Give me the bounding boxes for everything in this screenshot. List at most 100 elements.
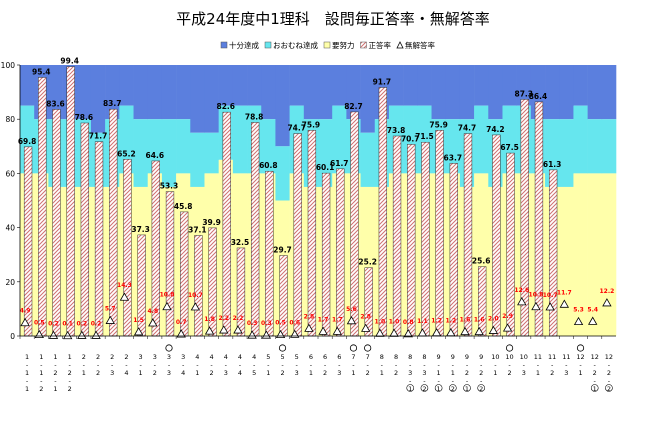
x-category-part: 2 bbox=[508, 369, 512, 377]
x-category-3: 1-2-1 bbox=[48, 336, 58, 393]
nokai-label-2: 0.5 bbox=[34, 320, 45, 327]
bar-seitou-20 bbox=[293, 133, 302, 337]
x-category-sep: - bbox=[267, 361, 270, 369]
nokai-label-33: 1.6 bbox=[474, 317, 485, 324]
x-category-part: 1 bbox=[195, 369, 199, 377]
x-category-sep: - bbox=[523, 361, 526, 369]
circle-mark bbox=[505, 344, 514, 352]
band-junmanzoku bbox=[261, 65, 276, 120]
band-junmanzoku bbox=[176, 65, 191, 120]
band-junmanzoku bbox=[232, 65, 248, 106]
band-ooomune bbox=[474, 105, 489, 174]
value-label-3: 83.6 bbox=[46, 99, 65, 108]
band-ooomune bbox=[360, 132, 376, 187]
band-ooomune bbox=[204, 132, 219, 174]
bar-seitou-6 bbox=[94, 141, 104, 337]
y-tick-label: 60 bbox=[5, 169, 15, 178]
x-category-37: 11-1 bbox=[530, 336, 542, 377]
x-category-sep: - bbox=[324, 361, 327, 369]
nokai-label-14: 1.8 bbox=[204, 316, 215, 323]
x-category-sep: - bbox=[551, 361, 554, 369]
x-category-sep: - bbox=[83, 361, 86, 369]
triangle-mukai-4 bbox=[62, 330, 73, 340]
nokai-label-9: 1.5 bbox=[133, 317, 144, 324]
bar-seitou-15 bbox=[222, 111, 231, 337]
band-junmanzoku bbox=[346, 65, 361, 120]
nokai-label-15: 2.2 bbox=[218, 315, 229, 322]
value-label-24: 82.7 bbox=[344, 102, 363, 111]
triangle-mukai-35 bbox=[502, 323, 513, 332]
x-category-part: 2 bbox=[110, 353, 114, 361]
band-junmanzoku bbox=[445, 65, 461, 120]
x-category-part: 10 bbox=[520, 353, 528, 361]
nokai-label-29: 1.1 bbox=[417, 318, 428, 325]
x-category-2: 1-1-2 bbox=[33, 336, 43, 393]
x-category-part: 1 bbox=[82, 369, 86, 377]
x-category-32: 9-2-1 bbox=[459, 336, 471, 393]
bar-seitou-30 bbox=[435, 130, 444, 337]
x-category-part: 2 bbox=[394, 369, 398, 377]
x-category-part: 3 bbox=[295, 369, 299, 377]
value-label-13: 37.1 bbox=[188, 225, 207, 234]
band-ooomune bbox=[601, 119, 617, 174]
x-category-part: 9 bbox=[465, 353, 469, 361]
value-label-4: 99.4 bbox=[60, 57, 79, 66]
x-category-part: 11 bbox=[562, 353, 570, 361]
x-category-part: 2 bbox=[210, 369, 214, 377]
nokai-label-7: 5.7 bbox=[105, 306, 116, 313]
bar-seitou-17 bbox=[250, 122, 260, 337]
nokai-label-6: 0.2 bbox=[91, 320, 102, 327]
bar-seitou-32 bbox=[463, 133, 473, 337]
x-category-circle bbox=[463, 384, 471, 392]
legend-swatch-mukai bbox=[396, 41, 404, 49]
triangle-mukai-16 bbox=[233, 325, 243, 334]
goal-band-42 bbox=[601, 65, 617, 336]
x-category-part: 2 bbox=[96, 369, 100, 377]
legend-label-seitou: 正答率 bbox=[369, 40, 392, 50]
x-category-part: 2 bbox=[422, 385, 426, 393]
nokai-label-21: 2.8 bbox=[304, 313, 315, 320]
x-category-part: 2 bbox=[96, 353, 100, 361]
x-category-part: 2 bbox=[68, 385, 72, 393]
x-category-part: 9 bbox=[437, 353, 441, 361]
x-category-sep: - bbox=[26, 377, 29, 385]
value-label-17: 78.8 bbox=[245, 112, 264, 121]
value-label-9: 37.3 bbox=[131, 225, 150, 234]
value-label-25: 25.2 bbox=[358, 258, 377, 267]
value-label-20: 74.7 bbox=[287, 124, 306, 133]
x-category-sep: - bbox=[225, 361, 228, 369]
band-ooomune bbox=[176, 119, 191, 174]
nokai-label-30: 1.2 bbox=[431, 318, 442, 325]
band-junmanzoku bbox=[275, 65, 290, 147]
value-label-23: 61.7 bbox=[330, 159, 349, 168]
x-category-part: 10 bbox=[491, 353, 499, 361]
band-junmanzoku bbox=[218, 65, 234, 106]
x-category-circle bbox=[449, 384, 457, 392]
band-junmanzoku bbox=[161, 65, 177, 120]
x-category-sep: - bbox=[352, 361, 355, 369]
bar-seitou-21 bbox=[307, 130, 317, 337]
y-tick-label: 0 bbox=[10, 332, 15, 341]
triangle-mukai-41 bbox=[588, 316, 598, 325]
x-category-part: 1 bbox=[53, 353, 57, 361]
x-category-sep: - bbox=[40, 377, 43, 385]
x-category-sep: - bbox=[423, 361, 426, 369]
nokai-label-13: 10.7 bbox=[188, 292, 203, 299]
triangle-mukai-34 bbox=[488, 325, 499, 334]
x-category-sep: - bbox=[480, 361, 483, 369]
x-category-part: 4 bbox=[210, 353, 214, 361]
x-category-part: 3 bbox=[422, 369, 426, 377]
triangle-mukai-38 bbox=[545, 302, 555, 311]
x-category-sep: - bbox=[125, 361, 128, 369]
nokai-label-17: 0.3 bbox=[247, 320, 258, 327]
circle-mark bbox=[364, 344, 372, 352]
x-category-40: 12-1 bbox=[573, 336, 585, 377]
bar-seitou-23 bbox=[336, 168, 345, 337]
triangle-mukai-12 bbox=[176, 329, 186, 338]
x-category-part: 9 bbox=[451, 353, 455, 361]
bar-seitou-38 bbox=[548, 169, 558, 337]
triangle-mukai-32 bbox=[460, 326, 470, 336]
x-category-17: 4-5 bbox=[246, 336, 256, 377]
band-junmanzoku bbox=[289, 65, 305, 106]
band-doryoku bbox=[559, 186, 574, 336]
